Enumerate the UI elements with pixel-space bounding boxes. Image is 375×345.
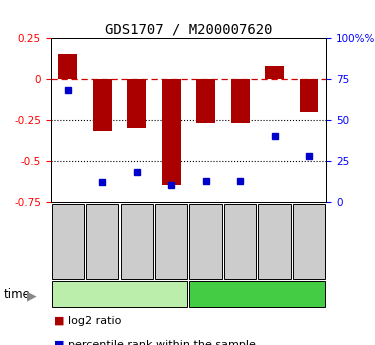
Text: log2 ratio: log2 ratio — [68, 316, 121, 326]
Text: GSM64044: GSM64044 — [167, 217, 176, 266]
Text: GSM64041: GSM64041 — [63, 217, 72, 266]
Text: GSM64045: GSM64045 — [201, 217, 210, 266]
Text: GSM64047: GSM64047 — [270, 217, 279, 266]
Text: time: time — [4, 288, 31, 300]
Bar — [265, 66, 284, 79]
Text: ■: ■ — [54, 340, 65, 345]
Bar — [58, 54, 77, 79]
Text: ▶: ▶ — [27, 289, 37, 302]
Bar — [231, 79, 250, 123]
Text: GSM64046: GSM64046 — [236, 217, 244, 266]
Text: GSM64042: GSM64042 — [98, 217, 107, 266]
Text: GSM64048: GSM64048 — [304, 217, 313, 266]
Bar — [300, 79, 318, 112]
Bar — [162, 79, 181, 186]
Text: 6 h: 6 h — [248, 288, 267, 300]
Text: ■: ■ — [54, 316, 65, 326]
Bar — [93, 79, 112, 131]
Text: percentile rank within the sample: percentile rank within the sample — [68, 340, 255, 345]
Bar — [127, 79, 146, 128]
Text: GSM64043: GSM64043 — [132, 217, 141, 266]
Title: GDS1707 / M200007620: GDS1707 / M200007620 — [105, 23, 272, 37]
Text: 1 h: 1 h — [110, 288, 129, 300]
Bar — [196, 79, 215, 123]
